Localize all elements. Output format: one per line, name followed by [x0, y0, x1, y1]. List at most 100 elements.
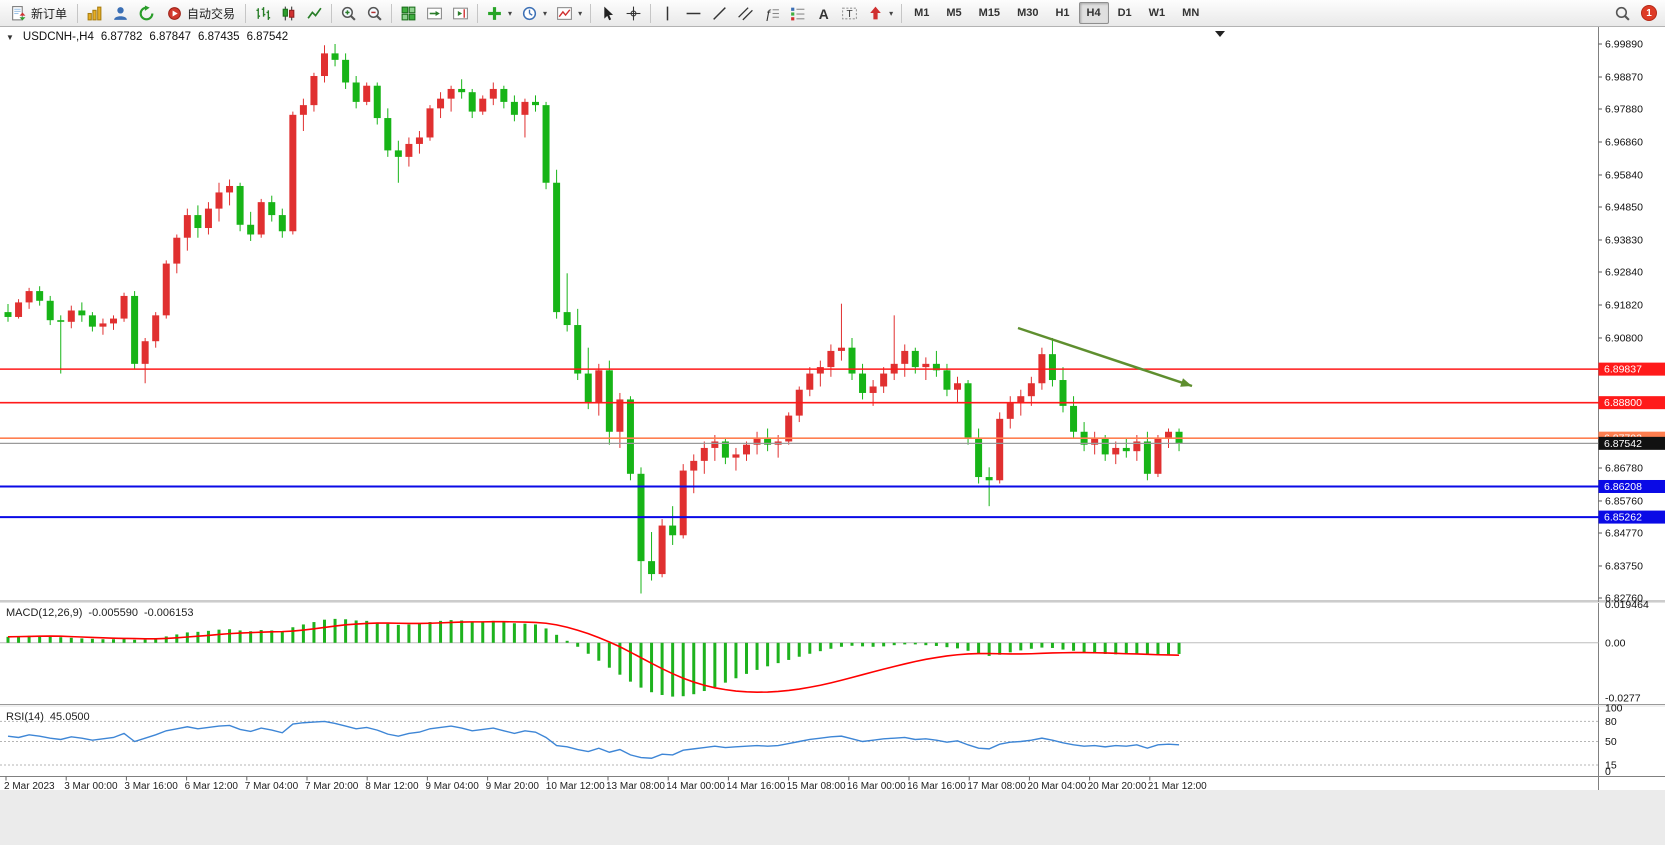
- toolbar-separator: [391, 3, 393, 23]
- periods-button[interactable]: ▾: [517, 2, 551, 25]
- toolbar-separator: [901, 3, 903, 23]
- price-axis-label: 6.98870: [1605, 71, 1643, 83]
- notification-badge[interactable]: 1: [1641, 5, 1657, 21]
- text-tool-button[interactable]: A: [811, 2, 836, 25]
- vertical-line-icon: [666, 6, 669, 20]
- autotrading-button[interactable]: 自动交易: [160, 2, 241, 25]
- price-tag-label: 6.85262: [1604, 512, 1642, 524]
- new-chart-button[interactable]: [82, 2, 107, 25]
- price-axis-label: 6.82760: [1605, 593, 1643, 605]
- toolbar-right-group: 1: [1610, 2, 1661, 25]
- trend-arrow[interactable]: [1017, 326, 1193, 388]
- macd-signal-line: [7, 620, 1180, 694]
- bar-chart-mode-button[interactable]: [250, 2, 275, 25]
- auto-scroll-button[interactable]: [422, 2, 447, 25]
- timeframe-m15[interactable]: M15: [978, 7, 1001, 19]
- indicators-button[interactable]: ▾: [482, 2, 516, 25]
- timeframe-m5[interactable]: M5: [946, 7, 962, 19]
- vertical-line-tool-button[interactable]: [655, 2, 680, 25]
- ohlc-close: 6.87542: [246, 31, 289, 43]
- arrows-tool-button[interactable]: ▾: [863, 2, 897, 25]
- tile-windows-icon: [401, 6, 416, 20]
- horizontal-line-icon: [686, 12, 701, 14]
- price-tag-label: 6.87542: [1604, 438, 1642, 450]
- new-order-button[interactable]: 新订单: [4, 2, 73, 25]
- label-tool-button[interactable]: T: [837, 2, 862, 25]
- macd-pane-title: MACD(12,26,9) -0.005590 -0.006153: [6, 607, 194, 619]
- rsi-label: RSI(14): [6, 711, 44, 723]
- macd-label: MACD(12,26,9): [6, 607, 83, 619]
- price-axis-label: 6.97880: [1605, 104, 1643, 116]
- time-axis-label: 15 Mar 08:00: [787, 781, 846, 792]
- macd-signal-value: -0.006153: [143, 607, 194, 619]
- svg-text:ƒ: ƒ: [765, 6, 772, 21]
- indicators-icon: [488, 6, 501, 20]
- price-axis-label: 6.92840: [1605, 267, 1643, 279]
- chart-window[interactable]: 6.898376.888006.877026.875426.862086.852…: [0, 27, 1665, 845]
- zoom-in-icon: [341, 6, 356, 21]
- price-tag: [1598, 436, 1665, 450]
- chart-shift-button[interactable]: [448, 2, 473, 25]
- toolbar-separator: [245, 3, 247, 23]
- rsi-axis-label: 80: [1605, 716, 1617, 728]
- tile-windows-button[interactable]: [396, 2, 421, 25]
- ohlc-high: 6.87847: [149, 31, 191, 43]
- time-axis-label: 14 Mar 16:00: [726, 781, 785, 792]
- candlestick-chart-icon: [282, 6, 295, 20]
- chart-shift-marker-icon[interactable]: [1215, 31, 1225, 37]
- time-axis-label: 17 Mar 08:00: [967, 781, 1026, 792]
- candlestick-mode-button[interactable]: [276, 2, 301, 25]
- profiles-button[interactable]: [108, 2, 133, 25]
- time-axis-label: 8 Mar 12:00: [365, 781, 419, 792]
- templates-icon: [557, 6, 572, 20]
- timeframe-mn[interactable]: MN: [1182, 7, 1200, 19]
- toolbar-separator: [650, 3, 652, 23]
- fibonacci-tool-button[interactable]: ƒ: [759, 2, 784, 25]
- chart-shift-icon: [453, 7, 468, 19]
- price-tag: [1598, 396, 1665, 410]
- crosshair-tool-button[interactable]: [621, 2, 646, 25]
- label-icon: T: [842, 7, 858, 20]
- refresh-button[interactable]: [134, 2, 159, 25]
- time-axis-label: 20 Mar 20:00: [1088, 781, 1147, 792]
- timeframe-w1[interactable]: W1: [1148, 7, 1166, 19]
- timeframe-d1[interactable]: D1: [1117, 7, 1132, 19]
- refresh-icon: [139, 5, 154, 20]
- price-axis-label: 6.93830: [1605, 234, 1643, 246]
- timeframe-h1[interactable]: H1: [1055, 7, 1070, 19]
- new-chart-icon: [87, 6, 102, 20]
- horizontal-line-tool-button[interactable]: [681, 2, 706, 25]
- chart-background[interactable]: [0, 27, 1665, 790]
- chart-canvas[interactable]: 6.898376.888006.877026.875426.862086.852…: [0, 27, 1665, 845]
- svg-text:A: A: [819, 5, 829, 21]
- time-axis-label: 16 Mar 16:00: [907, 781, 966, 792]
- rsi-line: [7, 720, 1180, 759]
- timeframe-m30[interactable]: M30: [1017, 7, 1039, 19]
- price-axis-label: 6.95840: [1605, 169, 1643, 181]
- channel-tool-button[interactable]: [733, 2, 758, 25]
- trend-arrow-head: [1180, 378, 1192, 387]
- trendline-tool-button[interactable]: [707, 2, 732, 25]
- time-axis-label: 13 Mar 08:00: [606, 781, 665, 792]
- autotrading-icon: [168, 6, 181, 20]
- timeframe-m1[interactable]: M1: [914, 7, 930, 19]
- zoom-out-button[interactable]: [362, 2, 387, 25]
- price-tag-label: 6.88800: [1604, 397, 1642, 409]
- arrows-icon: [870, 6, 881, 19]
- chevron-down-icon: ▾: [578, 8, 583, 18]
- templates-button[interactable]: ▾: [552, 2, 586, 25]
- fibonacci-icon: ƒ: [765, 6, 780, 21]
- line-chart-mode-button[interactable]: [302, 2, 327, 25]
- macd-axis-label: 0.00: [1605, 637, 1626, 649]
- search-button[interactable]: [1610, 2, 1635, 25]
- auto-scroll-icon: [427, 7, 442, 19]
- quick-trade-toggle-icon[interactable]: ▼: [6, 32, 14, 42]
- toolbar-separator: [331, 3, 333, 23]
- autotrading-label: 自动交易: [187, 6, 236, 21]
- timeframe-h4[interactable]: H4: [1078, 2, 1109, 24]
- objects-list-button[interactable]: [785, 2, 810, 25]
- zoom-in-button[interactable]: [336, 2, 361, 25]
- cursor-tool-button[interactable]: [595, 2, 620, 25]
- new-order-label: 新订单: [31, 6, 68, 21]
- chevron-down-icon: ▾: [508, 8, 513, 18]
